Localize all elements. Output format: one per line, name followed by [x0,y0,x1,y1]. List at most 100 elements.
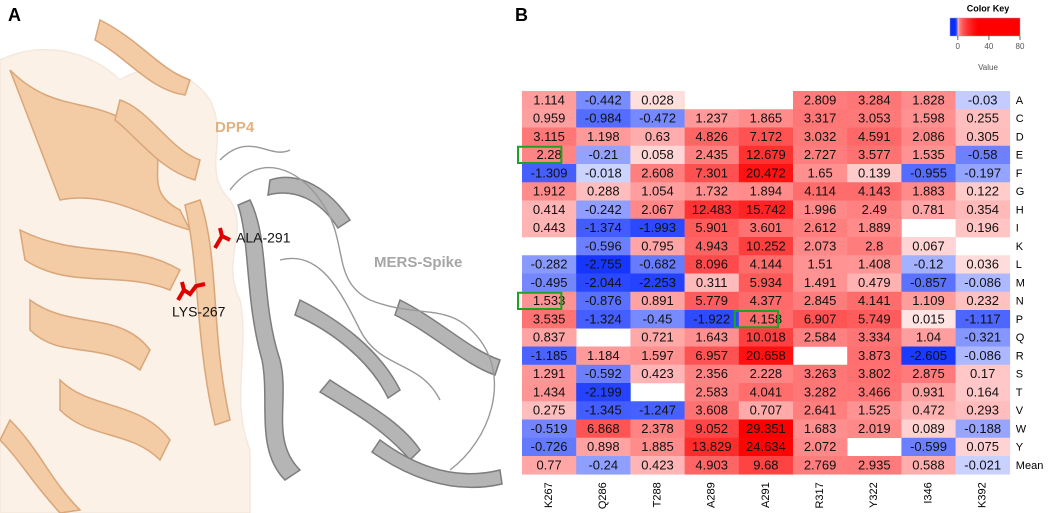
cell-label: 1.996 [804,202,837,217]
heat-cell [738,145,794,165]
heat-cell [576,127,631,147]
heat-cell [847,255,902,274]
heat-cell [576,109,631,128]
cell-label: -0.876 [585,293,622,308]
row-label: A [1016,95,1024,107]
highlight-box [517,291,563,310]
row-label: P [1016,314,1023,326]
heat-cell [576,145,631,165]
row-label: Q [1016,332,1025,344]
heat-cell [630,346,685,366]
cell-label: 1.114 [533,92,565,107]
heat-cell [901,145,956,165]
cell-label: 0.479 [858,275,891,290]
heat-cell [901,346,956,366]
cell-label: 1.598 [912,111,945,126]
cell-label: 3.317 [804,111,837,126]
cell-label: 0.255 [966,111,999,126]
heat-cell [793,383,848,402]
cell-label: 0.036 [966,257,999,272]
cell-label: 1.912 [533,184,566,199]
panel-label: B [515,5,528,25]
cell-label: 7.301 [695,165,728,180]
panel-label: A [8,5,21,25]
column-label: T288 [651,482,663,507]
heat-cell [955,310,1011,329]
structure-label: DPP4 [215,119,255,136]
heat-cell [738,255,794,274]
cell-label: 0.139 [858,165,891,180]
cell-label: 9.052 [695,421,728,436]
cell-label: 4.114 [804,184,836,199]
cell-label: -2.044 [585,275,622,290]
cell-label: 1.65 [807,165,832,180]
cell-label: 4.826 [695,129,728,144]
heat-cell [738,364,794,384]
heat-cell [522,273,577,293]
cell-label: -0.726 [531,439,568,454]
heat-cell [738,237,794,256]
cell-label: 2.809 [804,92,837,107]
cell-label: -0.24 [588,457,618,472]
cell-label: 1.184 [587,348,620,363]
cell-label: 0.089 [912,421,945,436]
cell-label: 20.658 [746,348,786,363]
heat-cell [793,145,848,165]
heat-cell [847,346,902,366]
heat-cell [522,456,577,475]
heat-cell [684,401,740,420]
heat-cell [901,383,956,402]
cell-label: -2.755 [585,257,622,272]
cell-label: -0.018 [585,165,622,180]
heat-cell [576,383,631,402]
heat-cell [955,401,1011,420]
cell-label: 1.643 [695,330,728,345]
heat-cell [630,273,685,293]
cell-label: 0.891 [641,293,674,308]
cell-label: -1.345 [585,403,622,418]
cell-label: 1.597 [641,348,674,363]
cell-label: 3.802 [858,366,891,381]
heat-cell [684,200,740,220]
heat-cell [955,109,1011,128]
cell-label: -0.596 [585,238,622,253]
cell-label: 3.466 [858,384,891,399]
cell-label: 2.8 [865,238,883,253]
heat-cell [522,383,577,402]
cell-label: 0.305 [966,129,999,144]
heat-cell [847,291,902,311]
heat-cell [576,364,631,384]
heat-cell [522,437,577,457]
cell-label: 0.443 [533,220,566,235]
heat-cell [630,127,685,147]
heat-cell [901,200,956,220]
cell-label: 1.732 [695,184,728,199]
heat-cell [955,273,1011,293]
cell-label: 4.377 [750,293,783,308]
cell-label: 3.282 [804,384,837,399]
heat-cell [793,164,848,183]
heat-cell [630,401,685,420]
heat-cell [847,164,902,183]
column-label: A291 [760,482,772,508]
cell-label: 5.749 [858,311,891,326]
cell-label: 2.356 [695,366,728,381]
cell-label: 1.408 [858,257,891,272]
heat-cell [684,127,740,147]
cell-label: 1.683 [804,421,837,436]
heat-cell [576,255,631,274]
heat-cell [684,346,740,366]
heat-cell [576,419,631,439]
cell-label: 3.053 [858,111,891,126]
cell-label: -0.242 [585,202,622,217]
heat-cell [738,218,794,238]
heat-cell [630,182,685,201]
cell-label: 1.491 [804,275,837,290]
cell-label: -0.021 [964,457,1001,472]
cell-label: 2.612 [804,220,837,235]
heat-cell [576,200,631,220]
cell-label: 0.77 [536,457,561,472]
heat-cell [576,346,631,366]
cell-label: 1.885 [641,439,674,454]
